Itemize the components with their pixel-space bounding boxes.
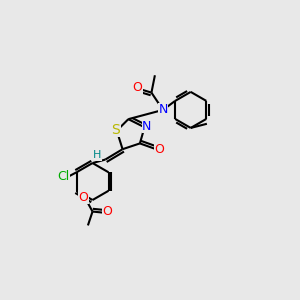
Text: S: S: [111, 123, 120, 136]
Text: H: H: [93, 150, 101, 160]
Text: O: O: [132, 82, 142, 94]
Text: Cl: Cl: [57, 170, 69, 183]
Text: N: N: [142, 120, 152, 133]
Text: N: N: [158, 103, 168, 116]
Text: O: O: [78, 190, 88, 203]
Text: O: O: [154, 143, 164, 156]
Text: O: O: [103, 205, 112, 218]
